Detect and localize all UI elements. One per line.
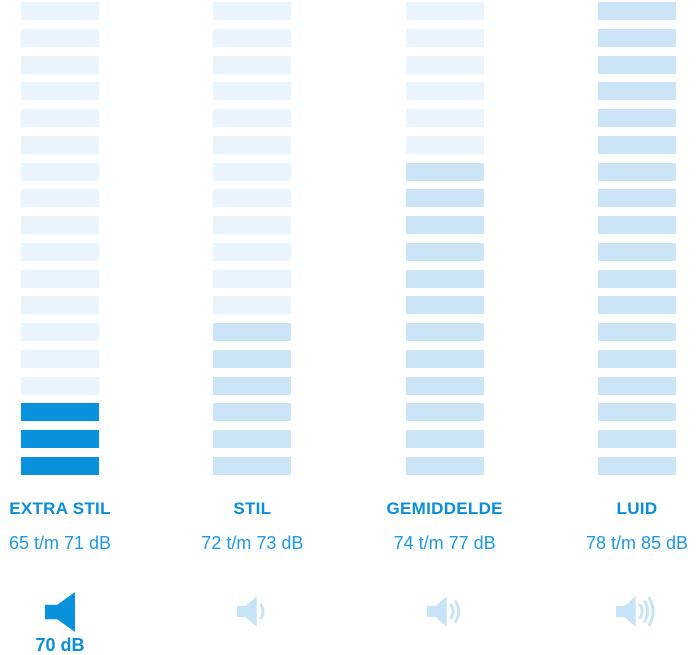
segment-active — [597, 296, 676, 315]
segment-inactive — [21, 216, 99, 234]
segment-active — [213, 430, 292, 448]
segment-active — [213, 349, 292, 368]
segment-active — [405, 430, 484, 448]
segment-active — [597, 28, 676, 47]
speaker-2-waves-icon — [426, 592, 463, 632]
segment-inactive — [21, 269, 99, 288]
column-title: EXTRA STIL — [9, 498, 111, 518]
segment-inactive — [213, 28, 292, 47]
segment-inactive — [21, 109, 99, 127]
segment-inactive — [405, 135, 484, 154]
segment-inactive — [21, 242, 99, 261]
segment-active — [597, 189, 676, 208]
segment-active — [405, 242, 484, 261]
segment-inactive — [21, 82, 99, 101]
noise-level-column-stil: STIL 72 t/m 73 dB — [201, 2, 303, 655]
column-db-range: 65 t/m 71 dB — [8, 532, 112, 553]
segment-active — [213, 456, 292, 475]
segment-inactive — [21, 135, 99, 154]
segment-inactive — [213, 55, 292, 74]
segment-active — [405, 189, 484, 208]
segment-stack — [405, 2, 484, 475]
segment-active — [405, 269, 484, 288]
column-title: STIL — [233, 498, 272, 518]
segment-active — [597, 216, 676, 234]
segment-active — [597, 269, 676, 288]
segment-inactive — [405, 2, 484, 20]
segment-inactive — [21, 189, 99, 208]
speaker-0-waves-icon — [45, 591, 75, 632]
column-title: GEMIDDELDE — [386, 498, 503, 518]
segment-inactive — [213, 162, 292, 181]
segment-active — [213, 376, 292, 395]
segment-inactive — [213, 135, 292, 154]
segment-active — [405, 403, 484, 422]
segment-active — [405, 376, 484, 395]
segment-active — [597, 55, 676, 74]
segment-inactive — [21, 376, 99, 395]
segment-active — [213, 323, 292, 341]
column-db-range: 78 t/m 85 dB — [585, 532, 689, 553]
segment-inactive — [405, 28, 484, 47]
segment-active — [597, 376, 676, 395]
segment-active — [597, 135, 676, 154]
segment-inactive — [21, 296, 99, 315]
segment-inactive — [213, 82, 292, 101]
segment-active — [597, 82, 676, 101]
segment-active — [597, 349, 676, 368]
segment-active — [597, 403, 676, 422]
column-db-range: 74 t/m 77 dB — [393, 532, 496, 553]
noise-level-column-extra-stil: EXTRA STIL 65 t/m 71 dB 70 dB — [9, 2, 111, 655]
segment-inactive — [21, 349, 99, 368]
segment-active — [213, 403, 292, 422]
segment-active — [405, 296, 484, 315]
segment-inactive — [213, 269, 292, 288]
segment-inactive — [213, 296, 292, 315]
noise-level-column-gemiddelde: GEMIDDELDE 74 t/m 77 dB — [386, 2, 503, 655]
segment-stack — [597, 2, 676, 475]
segment-active — [597, 242, 676, 261]
column-title: LUID — [616, 498, 658, 518]
segment-inactive — [21, 55, 99, 74]
column-db-range: 72 t/m 73 dB — [201, 532, 304, 553]
segment-active — [597, 456, 676, 475]
segment-inactive — [405, 82, 484, 101]
segment-inactive — [21, 323, 99, 341]
segment-inactive — [213, 189, 292, 208]
segment-active — [597, 323, 676, 341]
segment-active — [597, 162, 676, 181]
segment-active — [405, 349, 484, 368]
segment-inactive — [405, 55, 484, 74]
noise-level-column-luid: LUID 78 t/m 85 dB — [586, 2, 688, 655]
segment-active — [597, 2, 676, 20]
segment-inactive — [213, 242, 292, 261]
segment-active — [405, 162, 484, 181]
segment-inactive — [213, 216, 292, 234]
segment-inactive — [21, 2, 99, 20]
segment-active — [597, 430, 676, 448]
segment-active — [405, 323, 484, 341]
segment-active — [405, 216, 484, 234]
segment-inactive — [21, 162, 99, 181]
segment-active — [597, 109, 676, 127]
segment-inactive — [213, 109, 292, 127]
segment-inactive — [213, 2, 292, 20]
segment-active — [21, 430, 99, 448]
segment-active — [21, 403, 99, 422]
segment-stack — [21, 2, 99, 475]
segment-inactive — [21, 28, 99, 47]
speaker-1-waves-icon — [237, 592, 267, 632]
segment-stack — [213, 2, 292, 475]
selected-db-value: 70 dB — [35, 634, 85, 655]
segment-active — [405, 456, 484, 475]
speaker-3-waves-icon — [615, 592, 658, 632]
segment-inactive — [405, 109, 484, 127]
segment-active — [21, 456, 99, 475]
